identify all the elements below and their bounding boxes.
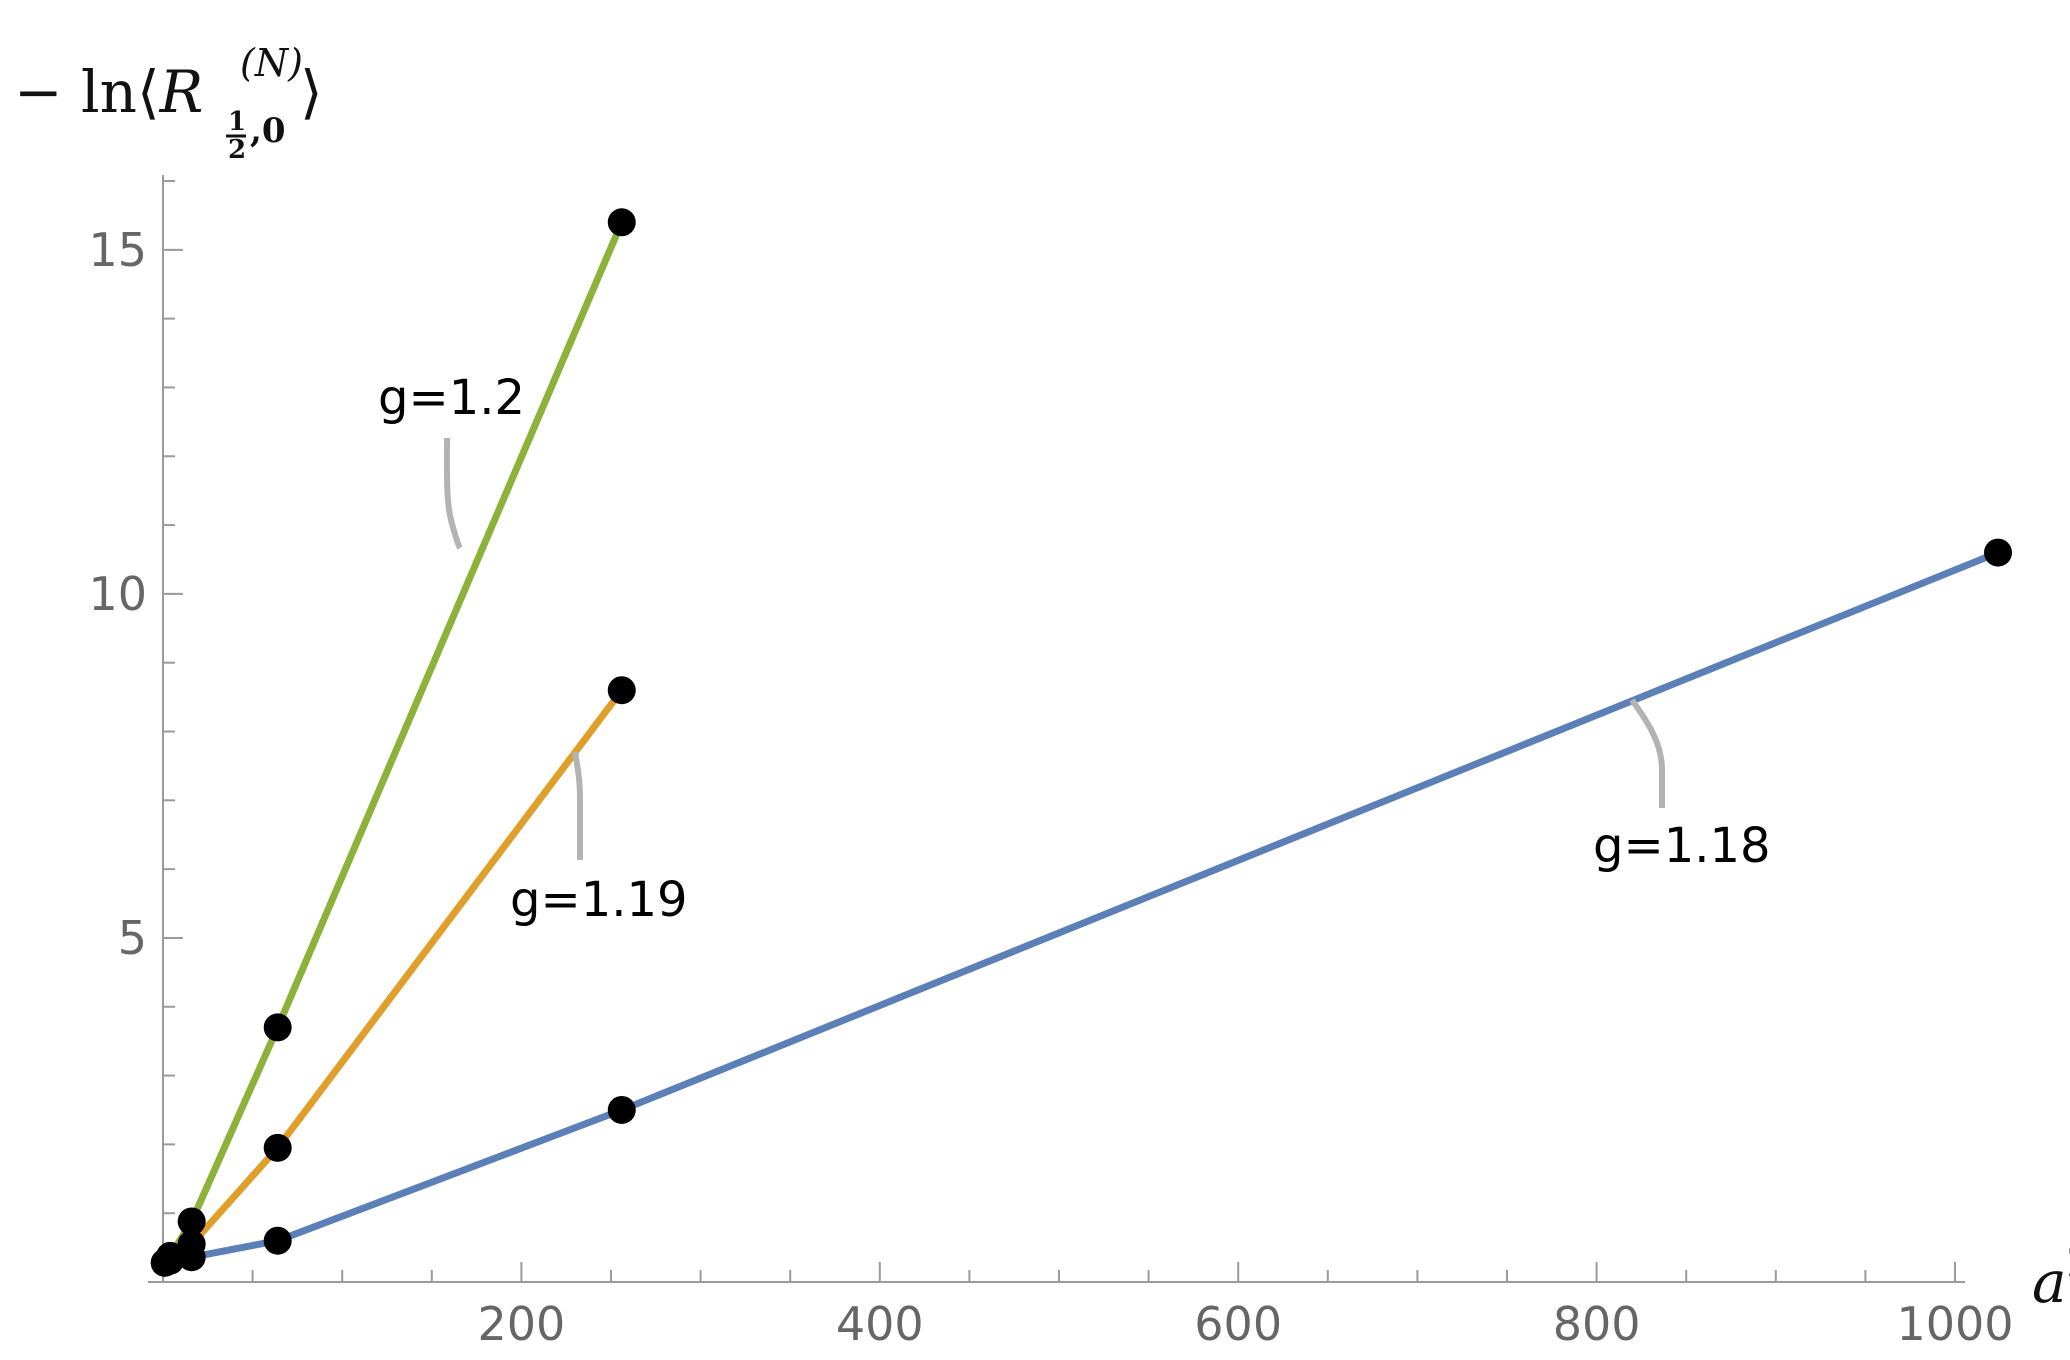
y-axis-title-superscript: (N) [240,41,303,85]
y-axis-title-sub-rest: ,0 [250,111,286,151]
series-label-g1.2: g=1.2 [378,370,525,426]
x-tick-label: 400 [836,1297,924,1351]
axes: 200 400 600 800 1000 5 10 15 [88,175,2014,1351]
y-axis-title-sub-den: 2 [228,135,246,165]
data-points [150,208,2013,1277]
series-callouts [443,437,1665,860]
data-point-g=1.2 [607,208,636,237]
data-point-g=1.18 [607,1095,636,1124]
x-tick-label: 1000 [1896,1297,2013,1351]
x-tick-label: 600 [1194,1297,1282,1351]
data-point-g=1.18 [263,1226,292,1255]
data-point-g=1.19 [263,1133,292,1162]
series-line-g=1.19 [161,686,626,1267]
series-line-g=1.18 [161,549,2002,1267]
data-point-g=1.18 [1984,538,2013,567]
y-tick-label: 10 [88,567,147,621]
callout-g1.18 [1629,698,1665,808]
y-tick-label: 15 [88,223,147,277]
x-tick-label: 800 [1553,1297,1641,1351]
y-tick-label: 5 [118,911,147,965]
data-point-g=1.2 [156,1241,185,1270]
callout-g1.2 [443,437,463,550]
data-point-g=1.19 [177,1230,206,1259]
y-axis-title-sub-num: 1 [228,107,246,137]
y-axis-title-suffix: ⟩ [300,58,323,126]
data-point-g=1.2 [263,1013,292,1042]
x-axis-title: a2 [2032,1240,2070,1316]
series-label-g1.18: g=1.18 [1593,818,1771,874]
data-point-g=1.2 [177,1207,206,1236]
data-point-g=1.19 [607,676,636,705]
series-label-g1.19: g=1.19 [510,872,688,928]
callout-g1.19 [572,751,583,860]
x-tick-label: 200 [477,1297,565,1351]
y-axis-title: − ln⟨R [14,58,203,126]
